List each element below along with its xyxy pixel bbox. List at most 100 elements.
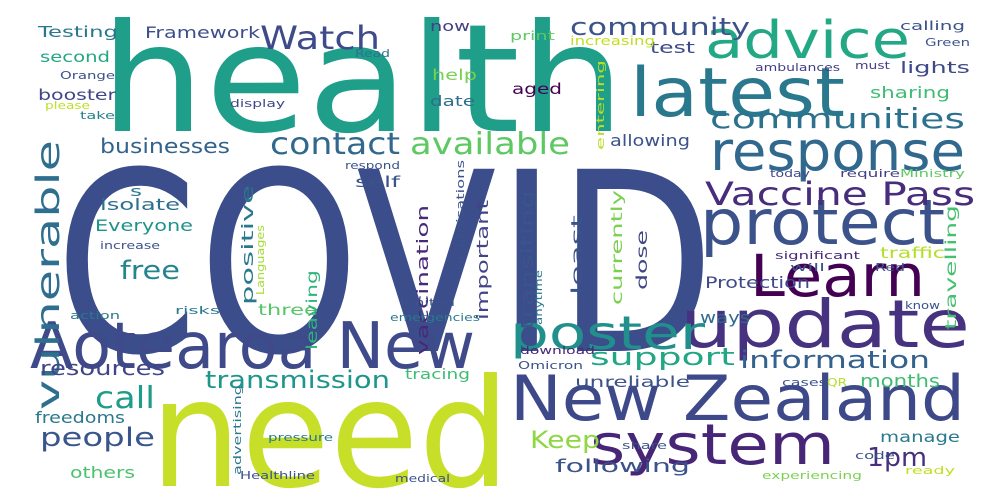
word: now [430,19,470,35]
word: Healthline [240,469,315,482]
word: second [40,48,110,66]
word: vaccination [413,205,432,355]
word: traffic [880,244,945,262]
word: poster [510,306,705,360]
word: need [150,348,510,500]
word: Testing [38,23,118,41]
word: Watch [260,19,380,57]
word: system [590,413,835,478]
word: advice [705,11,910,71]
word: contact [270,127,400,162]
word: must [855,59,890,72]
word: following [555,456,690,477]
word: help [432,66,477,84]
word: share [622,439,667,452]
word: communities [710,102,965,135]
word: print [510,29,555,43]
word: response [710,120,965,183]
word: cases [782,376,827,389]
word: self [355,173,400,191]
word: require [840,167,900,180]
word: Everyone [95,216,193,235]
word: health [100,0,625,167]
word: transmission [205,366,390,394]
word: leaving [303,270,321,350]
word: booster [38,86,116,104]
word: Aotearoa New [30,310,475,384]
word: display [230,97,285,110]
word: Green [925,36,970,49]
word: Orange [60,69,115,82]
word: community [570,13,750,41]
word: Protection [705,273,810,292]
word: increase [100,239,160,252]
word: COVID [55,119,715,410]
word: currently [608,190,626,305]
word: businesses [100,134,230,158]
word: respond [345,159,400,172]
word: latest [630,54,845,133]
word: Vaccine Pass [705,175,975,213]
word: calling [900,19,965,33]
word: update [680,286,970,363]
word: available [410,127,570,162]
word: limited [400,296,455,309]
word: risks [175,304,220,317]
word: Red [875,261,905,274]
word: resources [40,356,165,380]
word: call [95,381,155,416]
word: code [855,449,895,462]
word: today [770,167,810,180]
word: protect [700,186,945,259]
word: tracing [405,367,470,383]
word: allowing [610,131,690,150]
word: travelling [942,205,960,330]
word: 1pm [867,443,927,473]
word: aged [512,80,562,98]
word: test [650,38,695,57]
word: entering [594,60,607,150]
word: least [568,215,586,295]
word: take [80,109,115,122]
word: ambulances [755,61,840,74]
word: pressure [268,431,333,444]
word: experiencing [762,469,862,482]
word: manage [880,428,960,446]
word: people [40,423,155,453]
word: Learn [750,242,925,310]
word: download [520,344,595,357]
word: others [70,463,135,482]
word: support [590,343,735,371]
word: significant [775,249,860,262]
word: s [130,184,142,200]
word: action [70,309,120,322]
word: dose [633,230,651,290]
word: emergencies [390,311,480,324]
word: Framework [145,23,260,42]
word: date [430,94,475,110]
word: know [905,299,940,312]
word: freedoms [35,408,125,427]
word: lights [900,58,970,77]
word: ways [700,308,750,327]
word: increasing [570,34,655,48]
word: Omicron [518,359,583,372]
word: will [790,261,825,274]
word: three [258,301,318,319]
word: months [860,371,940,392]
word: please [45,99,90,112]
word: organisations [454,160,467,270]
word: Ministry [900,167,965,180]
word: Keep [530,426,600,454]
word: unreliable [575,373,690,391]
word: New Zealand [510,362,965,435]
word: Languages [254,225,267,295]
word: ready [905,464,955,477]
word: Read [355,47,390,60]
word: QR [827,376,847,389]
word: information [740,346,930,374]
word: advertising [231,385,244,475]
word: free [120,256,180,286]
word: important [473,200,492,320]
